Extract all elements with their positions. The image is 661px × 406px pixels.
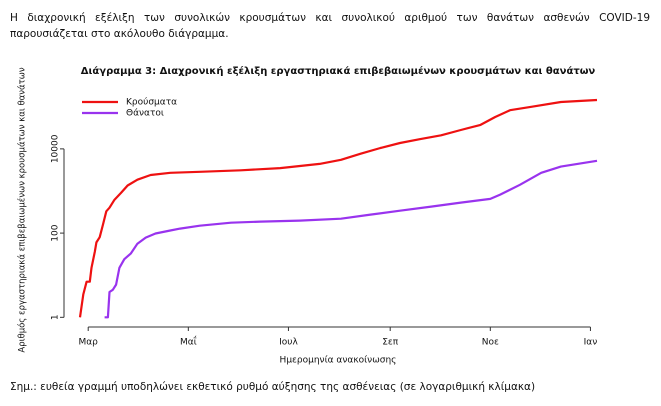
x-tick-label: Μαρ	[78, 338, 98, 348]
legend-label: Θάνατοι	[126, 109, 164, 119]
series-line	[78, 98, 598, 318]
note-text: Σημ.: ευθεία γραμμή υποδηλώνει εκθετικό …	[10, 381, 536, 393]
y-axis-label: Αριθμός εργαστηριακά επιβεβαιωμένων κρου…	[17, 67, 28, 352]
chart-title: Διάγραμμα 3: Διαχρονική εξέλιξη εργαστηρ…	[81, 65, 596, 77]
series-line	[104, 159, 598, 319]
x-tick-label: Μαΐ	[180, 336, 197, 348]
legend-label: Κρούσματα	[126, 97, 177, 108]
x-tick-label: Σεπ	[382, 338, 399, 348]
intro-text: Η διαχρονική εξέλιξη των συνολικών κρουσ…	[10, 12, 650, 40]
x-tick-label: Νοε	[482, 338, 499, 348]
chart: Διάγραμμα 3: Διαχρονική εξέλιξη εργαστηρ…	[17, 65, 598, 366]
x-axis-label: Ημερομηνία ανακοίνωσης	[280, 356, 397, 366]
x-tick-label: Ιαν	[584, 338, 598, 348]
y-tick-label: 10000	[51, 134, 61, 163]
y-tick-label: 100	[51, 224, 61, 241]
y-tick-label: 1	[51, 314, 61, 320]
x-tick-label: Ιουλ	[279, 338, 298, 348]
